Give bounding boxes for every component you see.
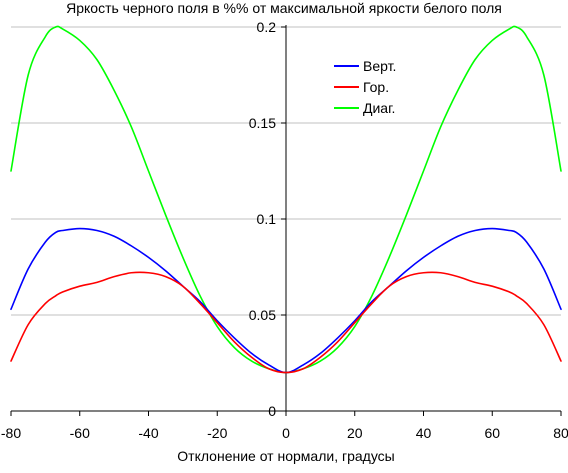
- series-lines: [10, 25, 562, 374]
- x-tick-label: 60: [484, 425, 500, 441]
- chart-title: Яркость черного поля в %% от максимально…: [66, 0, 502, 16]
- series-line-1: [10, 271, 562, 374]
- x-tick-label: 20: [347, 425, 363, 441]
- y-tick-label: 0: [268, 403, 276, 419]
- y-tick-label: 0.05: [249, 307, 276, 323]
- x-tick-label: -80: [1, 425, 21, 441]
- x-tick-label: 80: [553, 425, 568, 441]
- x-tick-label: -60: [70, 425, 90, 441]
- legend-label-2: Диаг.: [363, 100, 395, 116]
- x-axis-title: Отклонение от нормали, градусы: [177, 448, 394, 464]
- y-tick-label: 0.15: [249, 115, 276, 131]
- x-tick-label: 0: [282, 425, 290, 441]
- legend-label-1: Гор.: [363, 79, 389, 95]
- legend: Верт. Гор. Диаг.: [334, 58, 396, 116]
- axes: -80 -60 -40 -20 0 20 40 60 80 0 0.05 0.1 0.15 0.2: [1, 19, 568, 441]
- y-tick-label: 0.2: [257, 19, 277, 35]
- x-tick-label: -40: [138, 425, 158, 441]
- legend-label-0: Верт.: [363, 58, 396, 74]
- x-tick-label: 40: [416, 425, 432, 441]
- x-tick-label: -20: [207, 425, 227, 441]
- y-tick-label: 0.1: [257, 211, 277, 227]
